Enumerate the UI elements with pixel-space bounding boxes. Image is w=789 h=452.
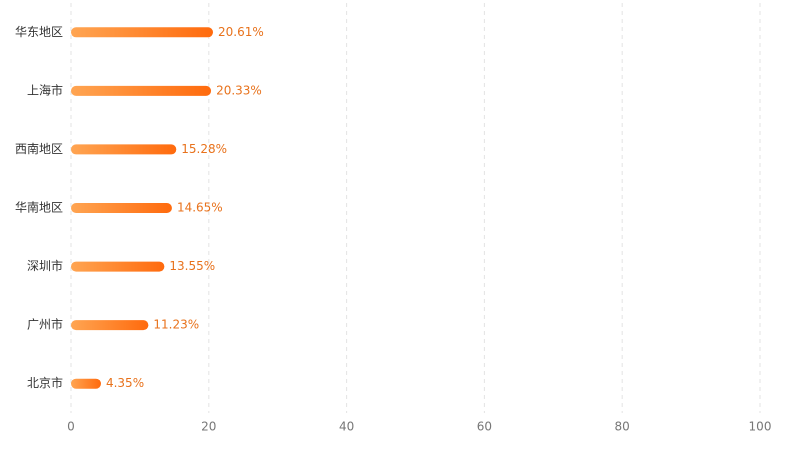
x-tick-label: 40: [339, 420, 354, 434]
value-label: 13.55%: [169, 259, 215, 273]
value-label: 20.33%: [216, 83, 262, 97]
bar: [71, 378, 101, 389]
y-tick-label: 广州市: [27, 317, 63, 332]
y-tick-label: 上海市: [27, 82, 63, 97]
bar: [71, 144, 177, 155]
bar: [71, 203, 172, 213]
x-tick-label: 60: [477, 420, 492, 434]
value-label: 14.65%: [177, 201, 223, 215]
x-tick-label: 80: [615, 420, 630, 434]
y-tick-label: 西南地区: [15, 141, 63, 156]
x-tick-label: 20: [201, 420, 216, 434]
x-tick-label: 0: [67, 420, 75, 434]
value-label: 20.61%: [218, 25, 264, 39]
x-tick-label: 100: [749, 420, 772, 434]
value-label: 4.35%: [106, 376, 144, 390]
y-tick-label: 北京市: [27, 375, 63, 390]
bar: [71, 320, 149, 331]
bar: [71, 85, 212, 96]
y-tick-label: 华南地区: [15, 200, 63, 215]
value-label: 15.28%: [181, 142, 227, 156]
bar: [71, 27, 214, 38]
value-label: 11.23%: [153, 318, 199, 332]
y-tick-label: 华东地区: [15, 25, 63, 39]
bar: [71, 261, 165, 272]
y-tick-label: 深圳市: [27, 258, 63, 273]
